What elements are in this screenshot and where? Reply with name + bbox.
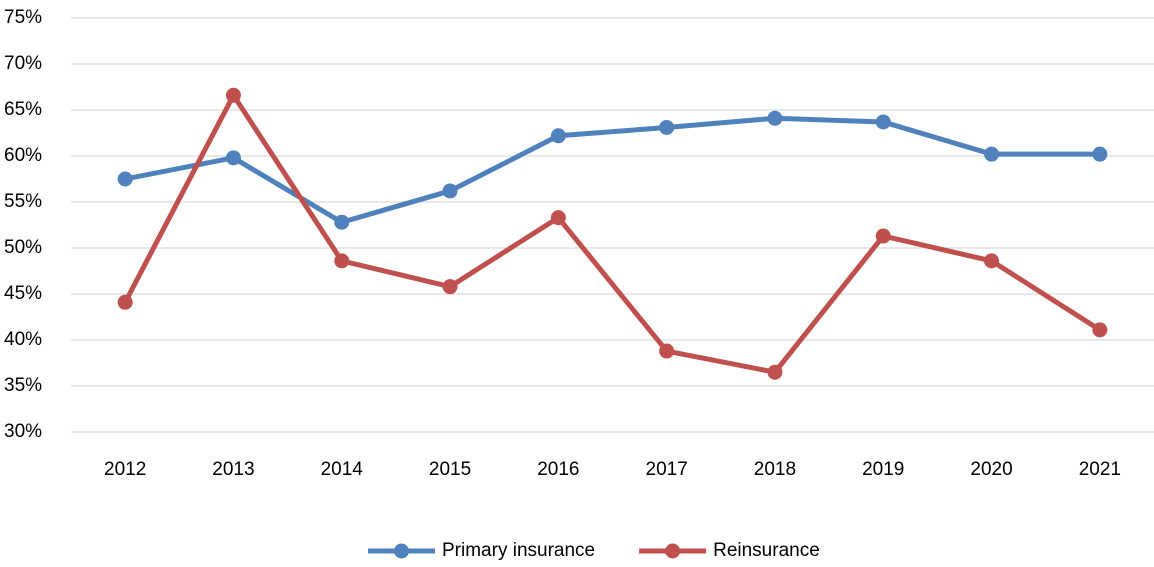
x-tick-label: 2013 xyxy=(212,459,254,480)
data-point xyxy=(442,279,458,295)
y-tick-label: 70% xyxy=(4,53,42,74)
data-point xyxy=(334,253,350,269)
legend-marker xyxy=(394,543,409,559)
series-line xyxy=(122,92,1102,375)
x-tick-label: 2017 xyxy=(646,459,688,480)
y-tick-label: 75% xyxy=(4,7,42,28)
data-point xyxy=(1092,146,1108,162)
y-tick-label: 60% xyxy=(4,145,42,166)
data-point xyxy=(984,146,1000,162)
data-point xyxy=(767,110,783,126)
data-point xyxy=(225,87,241,103)
y-tick-label: 45% xyxy=(4,283,42,304)
data-point xyxy=(550,128,566,144)
x-tick-label: 2012 xyxy=(104,459,146,480)
legend-marker xyxy=(665,543,681,559)
data-point xyxy=(984,253,1000,269)
data-point xyxy=(659,343,675,359)
data-point xyxy=(334,214,350,230)
series-line xyxy=(124,115,1100,225)
x-tick-label: 2015 xyxy=(429,459,471,480)
y-tick-label: 65% xyxy=(4,99,42,120)
y-tick-label: 40% xyxy=(4,329,42,350)
legend: Primary insurance Reinsurance xyxy=(368,540,820,561)
data-point xyxy=(550,210,566,226)
x-tick-label: 2018 xyxy=(754,459,796,480)
data-point xyxy=(117,171,133,187)
data-point xyxy=(442,183,458,199)
y-tick-label: 50% xyxy=(4,237,42,258)
data-point xyxy=(225,150,241,166)
x-tick-label: 2021 xyxy=(1079,459,1121,480)
data-point xyxy=(1092,322,1108,338)
legend-label: Primary insurance xyxy=(442,540,595,561)
data-point xyxy=(117,294,133,310)
legend-label: Reinsurance xyxy=(713,540,820,561)
data-point xyxy=(767,364,783,380)
y-tick-label: 55% xyxy=(4,191,42,212)
y-tick-label: 30% xyxy=(4,421,42,442)
x-tick-label: 2016 xyxy=(537,459,579,480)
x-tick-label: 2019 xyxy=(862,459,904,480)
x-tick-label: 2014 xyxy=(321,459,364,480)
data-point xyxy=(875,114,891,130)
data-point xyxy=(659,119,675,135)
data-point xyxy=(875,228,891,244)
x-tick-label: 2020 xyxy=(970,459,1012,480)
y-tick-label: 35% xyxy=(4,375,42,396)
